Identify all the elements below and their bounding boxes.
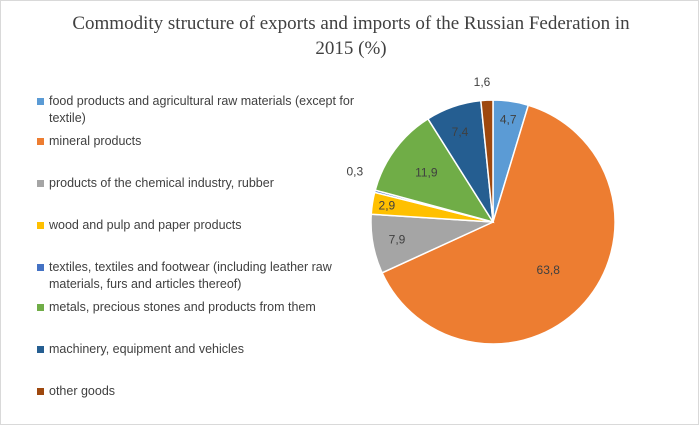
data-label-wood: 2,9 — [379, 199, 396, 213]
legend-swatch-chemical — [37, 180, 44, 187]
data-label-chemical: 7,9 — [389, 233, 406, 247]
legend-swatch-textiles — [37, 264, 44, 271]
legend-swatch-machinery — [37, 346, 44, 353]
pie-slice-mineral — [381, 104, 616, 345]
legend-label-chemical: products of the chemical industry, rubbe… — [49, 176, 274, 190]
legend-swatch-wood — [37, 222, 44, 229]
legend-item-metals: metals, precious stones and products fro… — [37, 299, 357, 316]
chart-title: Commodity structure of exports and impor… — [72, 13, 630, 59]
pie-slice-metals — [374, 117, 495, 224]
legend-label-textiles: textiles, textiles and footwear (includi… — [49, 260, 332, 291]
data-label-metals: 11,9 — [415, 166, 438, 180]
legend-item-mineral: mineral products — [37, 133, 357, 150]
legend-swatch-mineral — [37, 138, 44, 145]
data-label-other: 1,6 — [474, 75, 491, 89]
legend-label-other: other goods — [49, 384, 116, 398]
legend-label-food: food products and agricultural raw mater… — [49, 94, 355, 125]
legend-label-wood: wood and pulp and paper products — [49, 218, 242, 232]
legend-label-metals: metals, precious stones and products fro… — [49, 300, 316, 314]
pie-slice-other — [479, 99, 494, 223]
legend-item-machinery: machinery, equipment and vehicles — [37, 341, 357, 358]
data-label-machinery: 7,4 — [452, 125, 469, 139]
legend-swatch-other — [37, 388, 44, 395]
data-label-textiles: 0,3 — [346, 165, 363, 179]
legend-label-machinery: machinery, equipment and vehicles — [49, 342, 245, 356]
legend-item-chemical: products of the chemical industry, rubbe… — [37, 175, 357, 192]
data-label-food: 4,7 — [500, 112, 517, 126]
legend-item-food: food products and agricultural raw mater… — [37, 93, 357, 127]
legend-swatch-food — [37, 98, 44, 105]
legend-item-other: other goods — [37, 383, 357, 400]
legend-item-wood: wood and pulp and paper products — [37, 217, 357, 234]
legend-swatch-metals — [37, 304, 44, 311]
data-label-mineral: 63,8 — [537, 263, 561, 277]
legend-item-textiles: textiles, textiles and footwear (includi… — [37, 259, 357, 293]
legend-label-mineral: mineral products — [49, 134, 142, 148]
